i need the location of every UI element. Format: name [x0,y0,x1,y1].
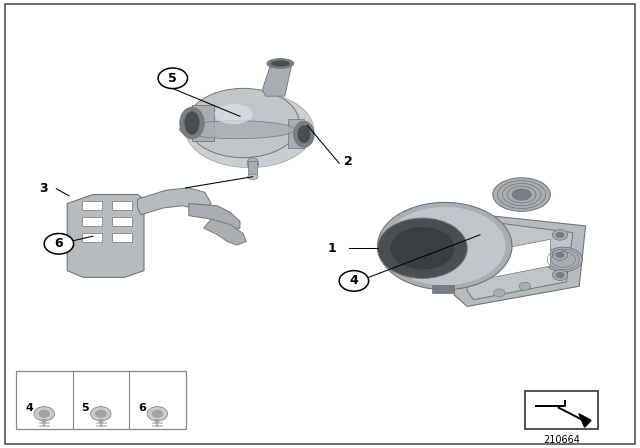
Text: 5: 5 [168,72,177,85]
Bar [525,392,598,430]
Circle shape [152,410,163,418]
Text: 3: 3 [40,182,48,195]
Polygon shape [493,239,550,277]
Circle shape [552,270,568,280]
Polygon shape [67,194,144,277]
Circle shape [158,68,188,89]
Ellipse shape [298,125,310,143]
Circle shape [34,407,54,421]
Circle shape [552,229,568,240]
Bar [82,233,102,241]
Circle shape [91,407,111,421]
Text: 2: 2 [344,155,353,168]
Circle shape [95,410,106,418]
Polygon shape [288,119,304,147]
Bar [112,201,132,210]
Ellipse shape [180,108,204,139]
Polygon shape [579,414,591,427]
Ellipse shape [512,189,531,200]
Ellipse shape [294,121,314,147]
Ellipse shape [493,178,550,211]
Circle shape [147,407,168,421]
Text: 4: 4 [25,403,33,414]
Text: 5: 5 [82,403,89,414]
Circle shape [556,272,564,278]
Polygon shape [454,215,586,306]
Ellipse shape [544,247,582,272]
Circle shape [556,252,564,258]
Polygon shape [204,219,246,245]
Polygon shape [262,60,291,96]
Bar [82,201,102,210]
Ellipse shape [267,59,294,69]
Circle shape [44,233,74,254]
Ellipse shape [187,88,300,158]
Text: 4: 4 [349,275,358,288]
Ellipse shape [186,92,314,168]
Circle shape [552,250,568,260]
Polygon shape [189,203,240,230]
Text: 1: 1 [327,242,336,255]
Polygon shape [467,221,573,300]
Ellipse shape [378,218,467,279]
Polygon shape [192,105,214,141]
Circle shape [519,282,531,290]
Text: 6: 6 [54,237,63,250]
Circle shape [339,271,369,291]
Bar [248,161,257,174]
Bar [432,285,454,293]
Bar [82,217,102,226]
Ellipse shape [271,60,290,67]
Circle shape [493,289,505,297]
Circle shape [38,410,50,418]
Text: 210664: 210664 [543,435,580,445]
Ellipse shape [390,227,454,270]
Ellipse shape [179,121,294,139]
Ellipse shape [184,112,200,135]
Ellipse shape [214,104,253,124]
Bar [112,233,132,241]
Ellipse shape [248,174,258,179]
Circle shape [556,232,564,238]
Bar [112,217,132,226]
Ellipse shape [378,202,512,290]
Ellipse shape [247,158,259,169]
Polygon shape [138,188,211,215]
Text: 6: 6 [138,403,146,414]
Bar [16,371,186,430]
Ellipse shape [384,207,506,285]
